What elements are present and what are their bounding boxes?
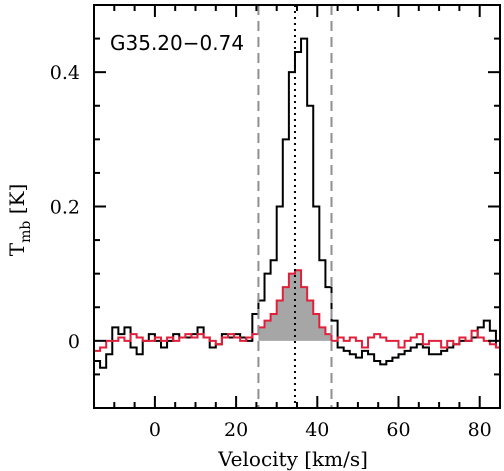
x-tick-label: 60: [386, 419, 410, 441]
y-tick-label: 0.4: [50, 62, 80, 84]
series-line: [94, 269, 500, 352]
series-layer: [94, 37, 500, 369]
y-axis-title-subscript: mb: [18, 221, 34, 243]
y-axis-title: Tmb [K]: [5, 184, 34, 257]
y-ticks: 0 0.2 0.4: [50, 4, 500, 409]
velocity-markers: [257, 5, 333, 408]
x-tick-label: 0: [149, 419, 161, 441]
source-label: G35.20−0.74: [110, 31, 244, 55]
y-axis-title-unit: [K]: [5, 184, 29, 221]
y-tick-label: 0: [68, 331, 80, 353]
x-tick-label: 20: [224, 419, 248, 441]
series-black: [94, 37, 500, 369]
x-tick-label: 40: [305, 419, 329, 441]
y-axis-title-main: T: [5, 242, 29, 256]
series-red: [94, 269, 500, 352]
x-axis-title: Velocity [km/s]: [217, 447, 368, 471]
plot-area: 0 20 40 60 80 0 0.2 0.4: [50, 4, 501, 441]
x-tick-label: 80: [468, 419, 492, 441]
series-line: [94, 37, 500, 369]
plot-frame: [93, 4, 501, 409]
y-tick-label: 0.2: [50, 197, 80, 219]
x-ticks: 0 20 40 60 80: [113, 5, 501, 441]
